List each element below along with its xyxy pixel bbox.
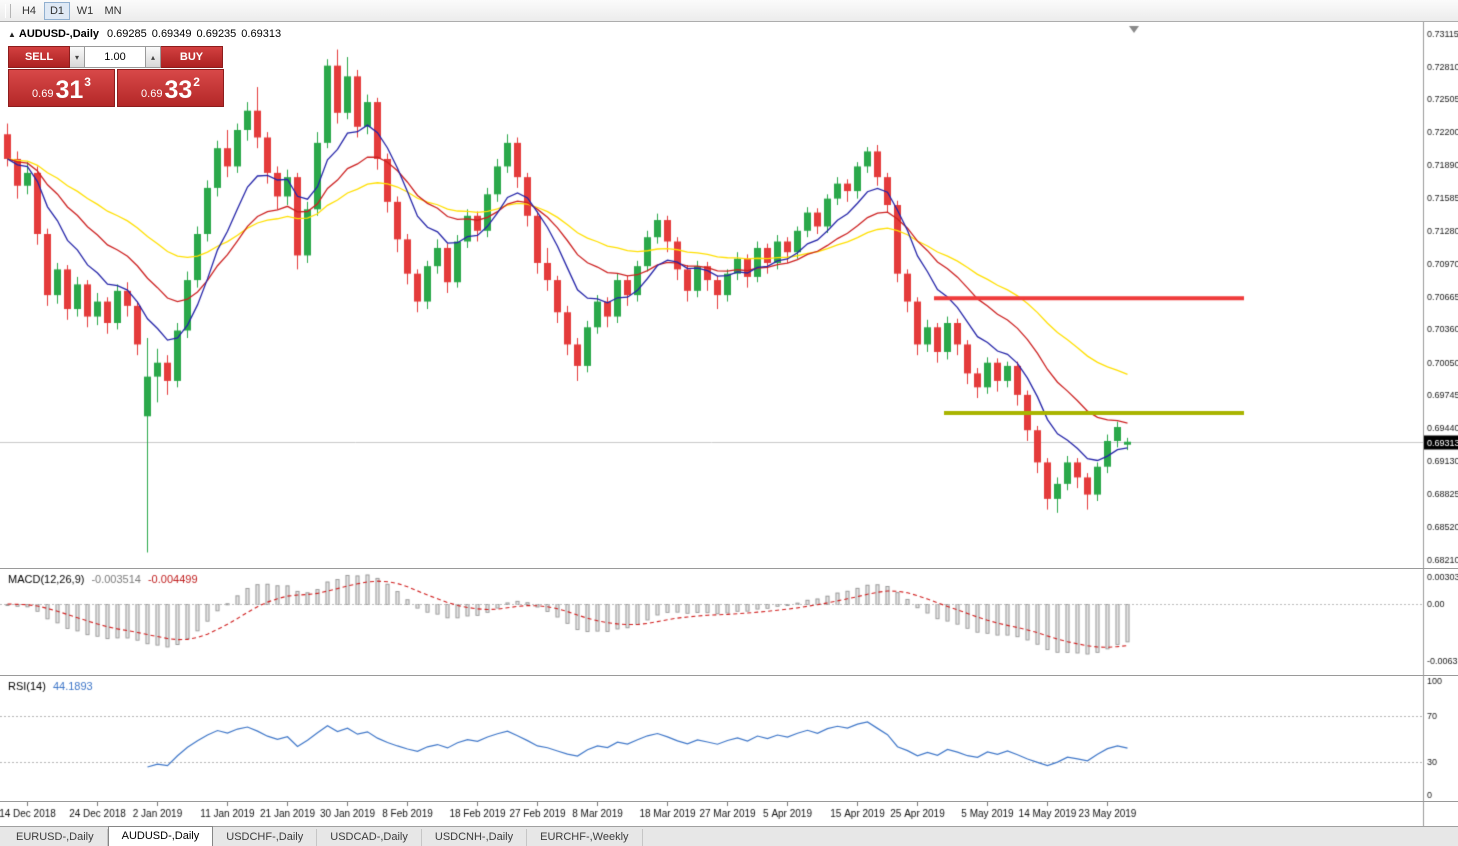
quote-high: 0.69349 xyxy=(151,28,192,40)
buy-price-prefix: 0.69 xyxy=(141,88,163,100)
chevron-down-icon: ▾ xyxy=(74,52,79,62)
toolbar-grip[interactable] xyxy=(5,3,11,18)
chevron-up-icon: ▴ xyxy=(150,52,155,62)
timeframe-w1-button[interactable]: W1 xyxy=(72,2,98,20)
quote-line: ▲ AUDUSD-,Daily 0.69285 0.69349 0.69235 0.693… xyxy=(8,28,286,40)
quote-close: 0.69313 xyxy=(241,28,282,40)
timeframe-d1-button[interactable]: D1 xyxy=(44,1,70,20)
symbol-marker-icon: ▲ xyxy=(8,30,16,39)
tab-usdchf-daily[interactable]: USDCHF-,Daily xyxy=(213,829,318,846)
sell-price-prefix: 0.69 xyxy=(32,88,54,100)
timeframe-toolbar: H4 D1 W1 MN xyxy=(0,0,1458,22)
one-click-trading-panel: SELL ▾ ▴ BUY 0.69 31 3 0.69 33 2 xyxy=(8,46,224,107)
quote-open: 0.69285 xyxy=(107,28,147,40)
tab-eurusd-daily[interactable]: EURUSD-,Daily xyxy=(3,829,108,846)
volume-increase-button[interactable]: ▴ xyxy=(146,46,161,68)
buy-price-display[interactable]: 0.69 33 2 xyxy=(117,69,224,107)
timeframe-h4-button[interactable]: H4 xyxy=(16,2,42,20)
timeframe-mn-button[interactable]: MN xyxy=(100,2,126,20)
rsi-indicator-panel xyxy=(0,675,1458,801)
symbol-period-label: AUDUSD-,Daily xyxy=(18,28,99,40)
buy-price-pip-digit: 2 xyxy=(193,75,200,89)
price-chart-panel: ▲ AUDUSD-,Daily 0.69285 0.69349 0.69235 0.693… xyxy=(0,22,1458,568)
quote-low: 0.69235 xyxy=(196,28,237,40)
volume-decrease-button[interactable]: ▾ xyxy=(70,46,85,68)
volume-input[interactable] xyxy=(85,46,146,68)
tab-audusd-daily[interactable]: AUDUSD-,Daily xyxy=(107,826,214,846)
sell-price-big-digits: 31 xyxy=(55,76,84,104)
buy-price-big-digits: 33 xyxy=(164,76,193,104)
buy-button[interactable]: BUY xyxy=(161,46,223,68)
sell-button[interactable]: SELL xyxy=(8,46,70,68)
time-axis-canvas[interactable] xyxy=(0,802,1458,826)
price-chart-canvas[interactable] xyxy=(0,22,1458,568)
sell-price-display[interactable]: 0.69 31 3 xyxy=(8,69,115,107)
time-axis-panel xyxy=(0,801,1458,826)
sell-price-pip-digit: 3 xyxy=(84,75,91,89)
macd-canvas[interactable] xyxy=(0,569,1458,675)
rsi-canvas[interactable] xyxy=(0,676,1458,801)
tab-usdcad-daily[interactable]: USDCAD-,Daily xyxy=(317,829,422,846)
tab-usdcnh-daily[interactable]: USDCNH-,Daily xyxy=(422,829,528,846)
chart-tab-bar: EURUSD-,Daily AUDUSD-,Daily USDCHF-,Dail… xyxy=(0,826,1458,846)
macd-indicator-panel xyxy=(0,568,1458,675)
tab-eurchf-weekly[interactable]: EURCHF-,Weekly xyxy=(527,829,643,846)
chart-window: ▲ AUDUSD-,Daily 0.69285 0.69349 0.69235 0.693… xyxy=(0,22,1458,826)
